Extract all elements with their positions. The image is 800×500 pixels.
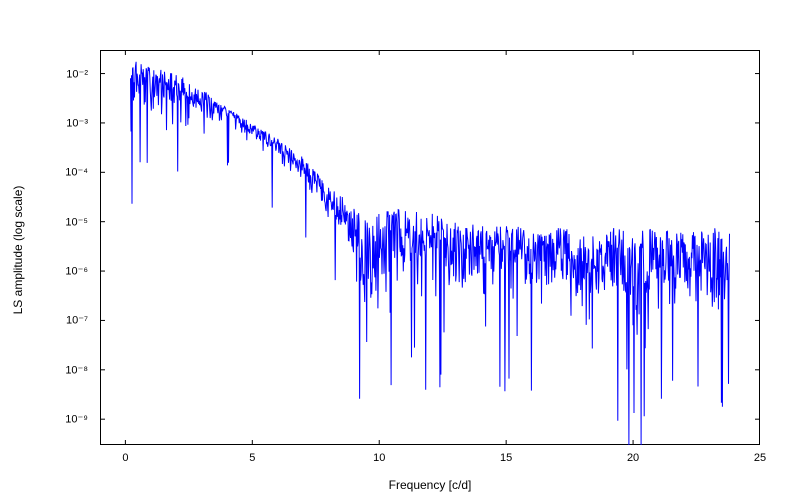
y-tick: 10⁻⁵ xyxy=(65,215,88,228)
x-tick: 5 xyxy=(249,452,255,464)
x-tick: 0 xyxy=(122,452,128,464)
periodogram-plot: LS amplitude (log scale) Frequency [c/d]… xyxy=(0,0,800,500)
x-tick: 20 xyxy=(627,452,639,464)
y-tick: 10⁻⁸ xyxy=(65,363,88,376)
y-tick: 10⁻³ xyxy=(66,116,88,129)
y-tick: 10⁻² xyxy=(66,67,88,80)
y-tick: 10⁻⁴ xyxy=(65,166,88,179)
y-tick: 10⁻⁷ xyxy=(66,314,88,327)
x-tick: 10 xyxy=(373,452,385,464)
x-tick: 15 xyxy=(500,452,512,464)
spectrum-line xyxy=(131,62,730,445)
x-tick: 25 xyxy=(754,452,766,464)
y-tick: 10⁻⁹ xyxy=(65,413,88,426)
plot-area xyxy=(100,50,760,445)
y-tick: 10⁻⁶ xyxy=(65,265,88,278)
y-axis-label: LS amplitude (log scale) xyxy=(11,186,25,315)
x-axis-label: Frequency [c/d] xyxy=(389,478,472,492)
